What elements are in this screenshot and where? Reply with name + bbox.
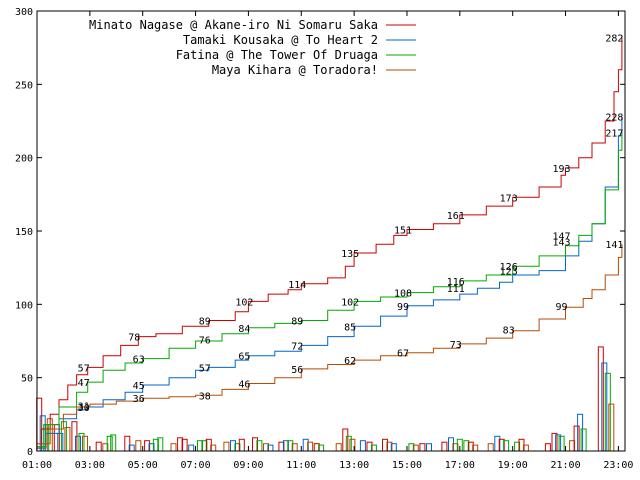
legend: Minato Nagase @ Akane-iro Ni Somaru Saka… — [89, 18, 416, 77]
legend-label: Maya Kihara @ Toradora! — [212, 63, 378, 77]
data-label: 193 — [552, 164, 570, 175]
x-tick-label: 11:00 — [286, 460, 316, 471]
x-tick-label: 13:00 — [339, 460, 369, 471]
data-label: 99 — [397, 302, 409, 313]
data-labels: 57 78 89 102 114 135 151 161 173 193 228 282 30 45 57 6… — [78, 33, 624, 414]
data-label: 31 — [78, 402, 90, 413]
x-tick-label: 21:00 — [550, 460, 580, 471]
data-label: 47 — [78, 378, 90, 389]
data-label: 161 — [447, 211, 465, 222]
data-label: 143 — [552, 237, 570, 248]
y-tick-label: 100 — [15, 300, 33, 311]
y-tick-label: 0 — [27, 447, 33, 458]
data-label: 108 — [394, 289, 412, 300]
data-label: 63 — [133, 355, 145, 366]
data-label: 85 — [344, 322, 356, 333]
data-label: 135 — [341, 249, 359, 260]
data-label: 151 — [394, 226, 412, 237]
y-tick-label: 300 — [15, 7, 33, 18]
data-label: 84 — [238, 324, 250, 335]
x-tick-label: 03:00 — [75, 460, 105, 471]
data-label: 147 — [552, 231, 570, 242]
data-label: 83 — [503, 325, 515, 336]
data-label: 38 — [199, 391, 211, 402]
y-tick-label: 200 — [15, 154, 33, 165]
data-label: 228 — [605, 113, 623, 124]
legend-label: Tamaki Kousaka @ To Heart 2 — [183, 33, 378, 47]
data-label: 45 — [133, 381, 145, 392]
data-label: 99 — [555, 302, 567, 313]
data-label: 36 — [133, 394, 145, 405]
data-label: 76 — [199, 336, 211, 347]
x-tick-label: 07:00 — [181, 460, 211, 471]
data-label: 56 — [291, 365, 303, 376]
y-tick-label: 250 — [15, 80, 33, 91]
x-tick-label: 09:00 — [233, 460, 263, 471]
data-label: 217 — [605, 129, 623, 140]
data-label: 89 — [291, 317, 303, 328]
data-label: 111 — [447, 284, 465, 295]
x-tick-label: 19:00 — [498, 460, 528, 471]
data-label: 102 — [341, 297, 359, 308]
data-label: 46 — [238, 380, 250, 391]
data-label: 116 — [447, 277, 465, 288]
x-tick-label: 01:00 — [22, 460, 52, 471]
data-label: 30 — [78, 403, 90, 414]
legend-label: Fatina @ The Tower Of Druaga — [176, 48, 378, 62]
data-label: 114 — [288, 280, 306, 291]
data-label: 126 — [500, 262, 518, 273]
data-label: 78 — [128, 333, 140, 344]
y-tick-label: 150 — [15, 227, 33, 238]
x-tick-label: 17:00 — [445, 460, 475, 471]
data-label: 65 — [238, 352, 250, 363]
series-line-4 — [37, 244, 623, 445]
y-tick-label: 50 — [21, 374, 33, 385]
data-label: 62 — [344, 356, 356, 367]
series-line-3 — [37, 132, 623, 448]
data-label: 57 — [199, 363, 211, 374]
data-label: 282 — [605, 33, 623, 44]
x-tick-label: 23:00 — [603, 460, 633, 471]
data-label: 102 — [235, 297, 253, 308]
x-tick-label: 05:00 — [128, 460, 158, 471]
data-label: 89 — [199, 317, 211, 328]
data-label: 173 — [500, 193, 518, 204]
series-line-1 — [37, 37, 623, 449]
data-label: 73 — [450, 340, 462, 351]
data-label: 123 — [500, 267, 518, 278]
data-label: 72 — [291, 341, 303, 352]
data-label: 57 — [78, 363, 90, 374]
series-lines — [37, 37, 623, 449]
legend-label: Minato Nagase @ Akane-iro Ni Somaru Saka — [89, 18, 378, 32]
axes: 0 50 100 150 200 250 300 01:00 03:00 05:00 07:00 09… — [15, 7, 634, 471]
x-tick-label: 15:00 — [392, 460, 422, 471]
data-label: 67 — [397, 349, 409, 360]
data-label: 141 — [605, 240, 623, 251]
